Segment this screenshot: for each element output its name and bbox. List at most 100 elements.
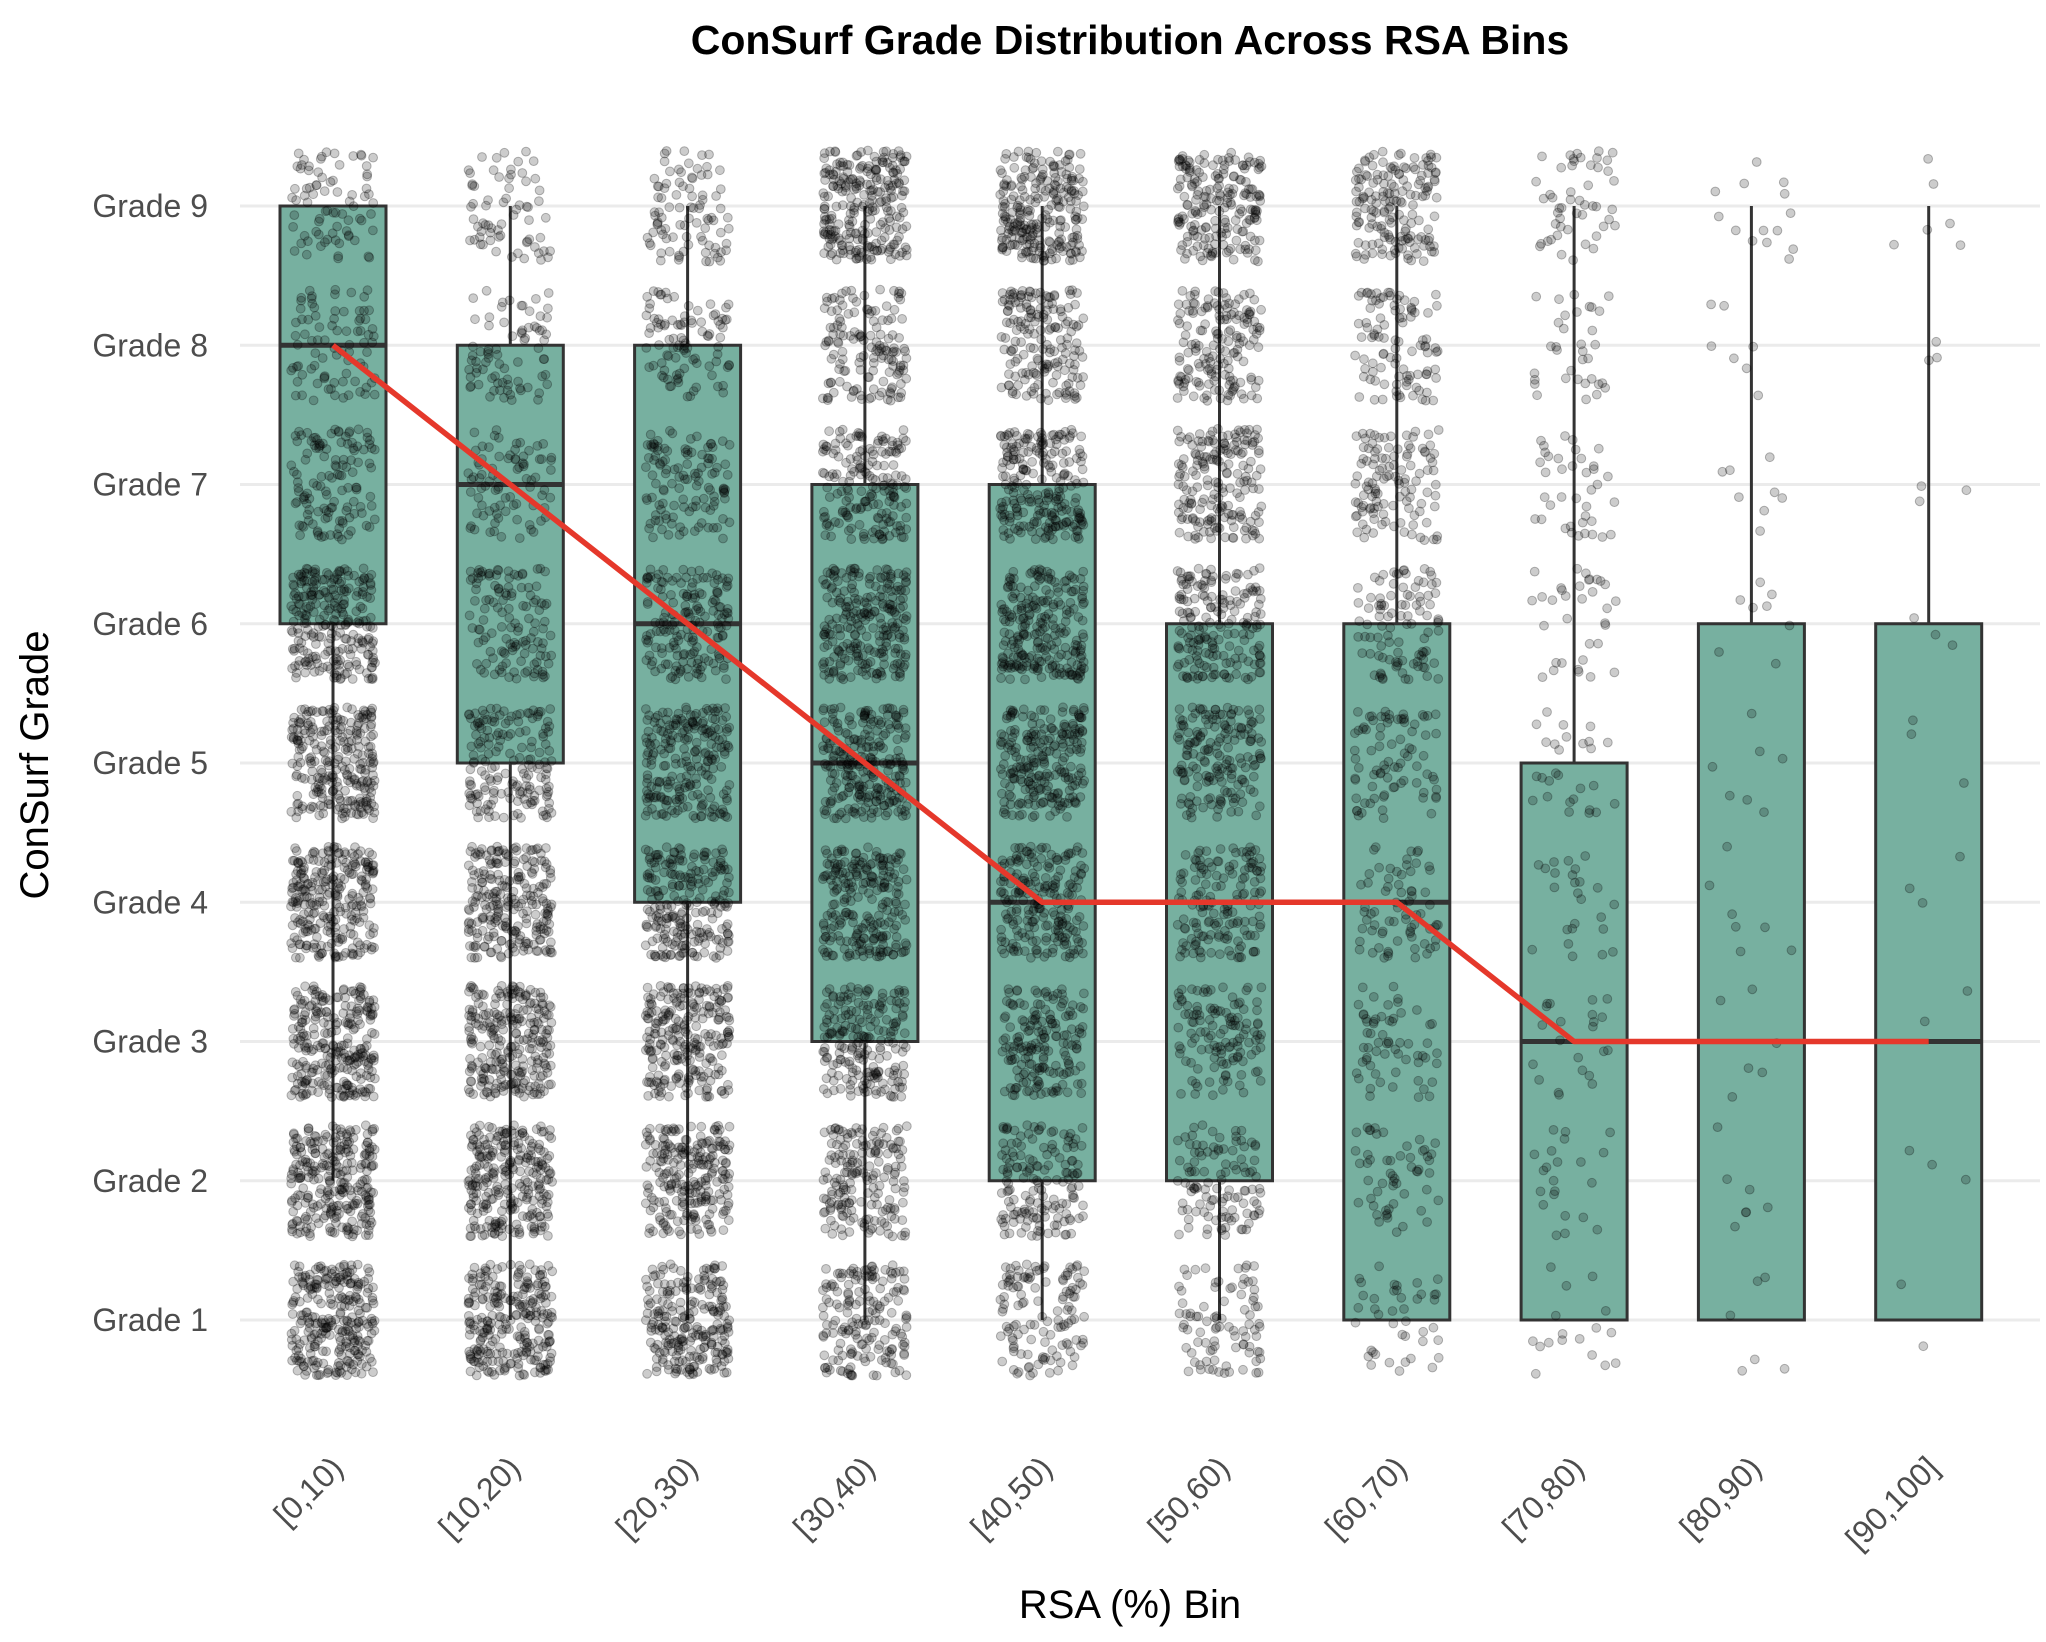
jitter-point (667, 619, 678, 630)
jitter-point (321, 1265, 332, 1276)
jitter-point (524, 613, 534, 624)
jitter-point (515, 1166, 526, 1177)
jitter-point (517, 458, 528, 469)
jitter-point (287, 1309, 298, 1319)
jitter-point (687, 1296, 698, 1307)
jitter-point (496, 1054, 507, 1065)
jitter-point (300, 1015, 311, 1025)
jitter-point (286, 1090, 297, 1101)
y-axis-title: ConSurf Grade (13, 630, 57, 899)
jitter-point (642, 1013, 653, 1024)
jitter-point (465, 1366, 476, 1377)
jitter-point (542, 1025, 553, 1035)
jitter-point (710, 722, 720, 733)
jitter-point (648, 1226, 658, 1237)
jitter-point (353, 424, 364, 435)
jitter-point (491, 746, 501, 757)
jitter-point (475, 346, 486, 357)
jitter-point (365, 741, 376, 752)
jitter-point (316, 1162, 327, 1173)
jitter-point (470, 942, 481, 953)
jitter-point (715, 1276, 725, 1287)
jitter-point (514, 1034, 524, 1045)
jitter-point (342, 702, 353, 713)
jitter-point (522, 890, 532, 901)
jitter-point (538, 1341, 548, 1352)
jitter-point (661, 1206, 672, 1217)
jitter-point (680, 1134, 691, 1145)
jitter-point (541, 329, 552, 340)
jitter-point (685, 434, 696, 444)
jitter-point (642, 1077, 652, 1087)
jitter-point (498, 1086, 509, 1096)
jitter-point (657, 1261, 667, 1272)
jitter-point (534, 196, 544, 207)
jitter-point (352, 1259, 363, 1270)
jitter-point (474, 1160, 485, 1170)
jitter-point (305, 1206, 316, 1217)
jitter-point (522, 1212, 533, 1222)
jitter-point (690, 1066, 701, 1076)
jitter-point (464, 610, 475, 621)
jitter-point (362, 347, 372, 358)
jitter-point (481, 658, 492, 669)
jitter-point (478, 239, 488, 250)
jitter-point (643, 1043, 654, 1053)
jitter-point (529, 1017, 539, 1028)
jitter-point (477, 1151, 488, 1162)
jitter-point (297, 520, 308, 531)
jitter-point (357, 637, 368, 647)
jitter-point (346, 1157, 357, 1168)
jitter-point (291, 952, 301, 963)
jitter-point (484, 806, 494, 816)
jitter-point (308, 1355, 319, 1366)
jitter-point (483, 1162, 494, 1172)
jitter-point (300, 728, 310, 739)
jitter-point (479, 667, 490, 678)
jitter-point (677, 856, 688, 866)
jitter-point (314, 322, 325, 333)
jitter-point (342, 439, 353, 449)
jitter-point (526, 475, 537, 486)
jitter-point (321, 1346, 332, 1357)
jitter-point (482, 1018, 493, 1028)
jitter-point (303, 1126, 314, 1136)
jitter-point (344, 1267, 355, 1278)
jitter-point (300, 329, 310, 340)
jitter-point (290, 498, 301, 509)
jitter-point (722, 901, 732, 912)
jitter-point (488, 597, 499, 608)
jitter-point (641, 462, 651, 473)
jitter-point (526, 1141, 537, 1152)
jitter-point (696, 927, 707, 938)
jitter-point (715, 332, 726, 343)
jitter-point (509, 946, 520, 957)
jitter-point (334, 1293, 345, 1304)
jitter-point (682, 1210, 692, 1221)
jitter-point (705, 1075, 716, 1086)
jitter-point (490, 999, 500, 1009)
jitter-point (322, 1273, 333, 1284)
jitter-point (661, 776, 672, 787)
jitter-point (695, 606, 706, 617)
jitter-point (717, 1050, 727, 1061)
jitter-point (295, 1035, 306, 1046)
jitter-point (531, 1124, 542, 1135)
jitter-point (486, 845, 497, 855)
jitter-point (467, 1269, 478, 1280)
jitter-point (680, 444, 691, 454)
jitter-point (478, 715, 489, 726)
jitter-point (308, 189, 319, 200)
jitter-point (344, 426, 355, 437)
jitter-point (332, 1168, 343, 1179)
jitter-point (521, 1152, 532, 1163)
jitter-point (290, 893, 301, 903)
jitter-point (304, 920, 315, 931)
jitter-point (313, 1173, 324, 1184)
jitter-point (640, 810, 651, 821)
jitter-point (508, 1291, 519, 1302)
jitter-point (478, 1361, 489, 1371)
jitter-point (301, 618, 312, 628)
jitter-point (464, 1346, 475, 1357)
jitter-point (534, 1324, 545, 1335)
